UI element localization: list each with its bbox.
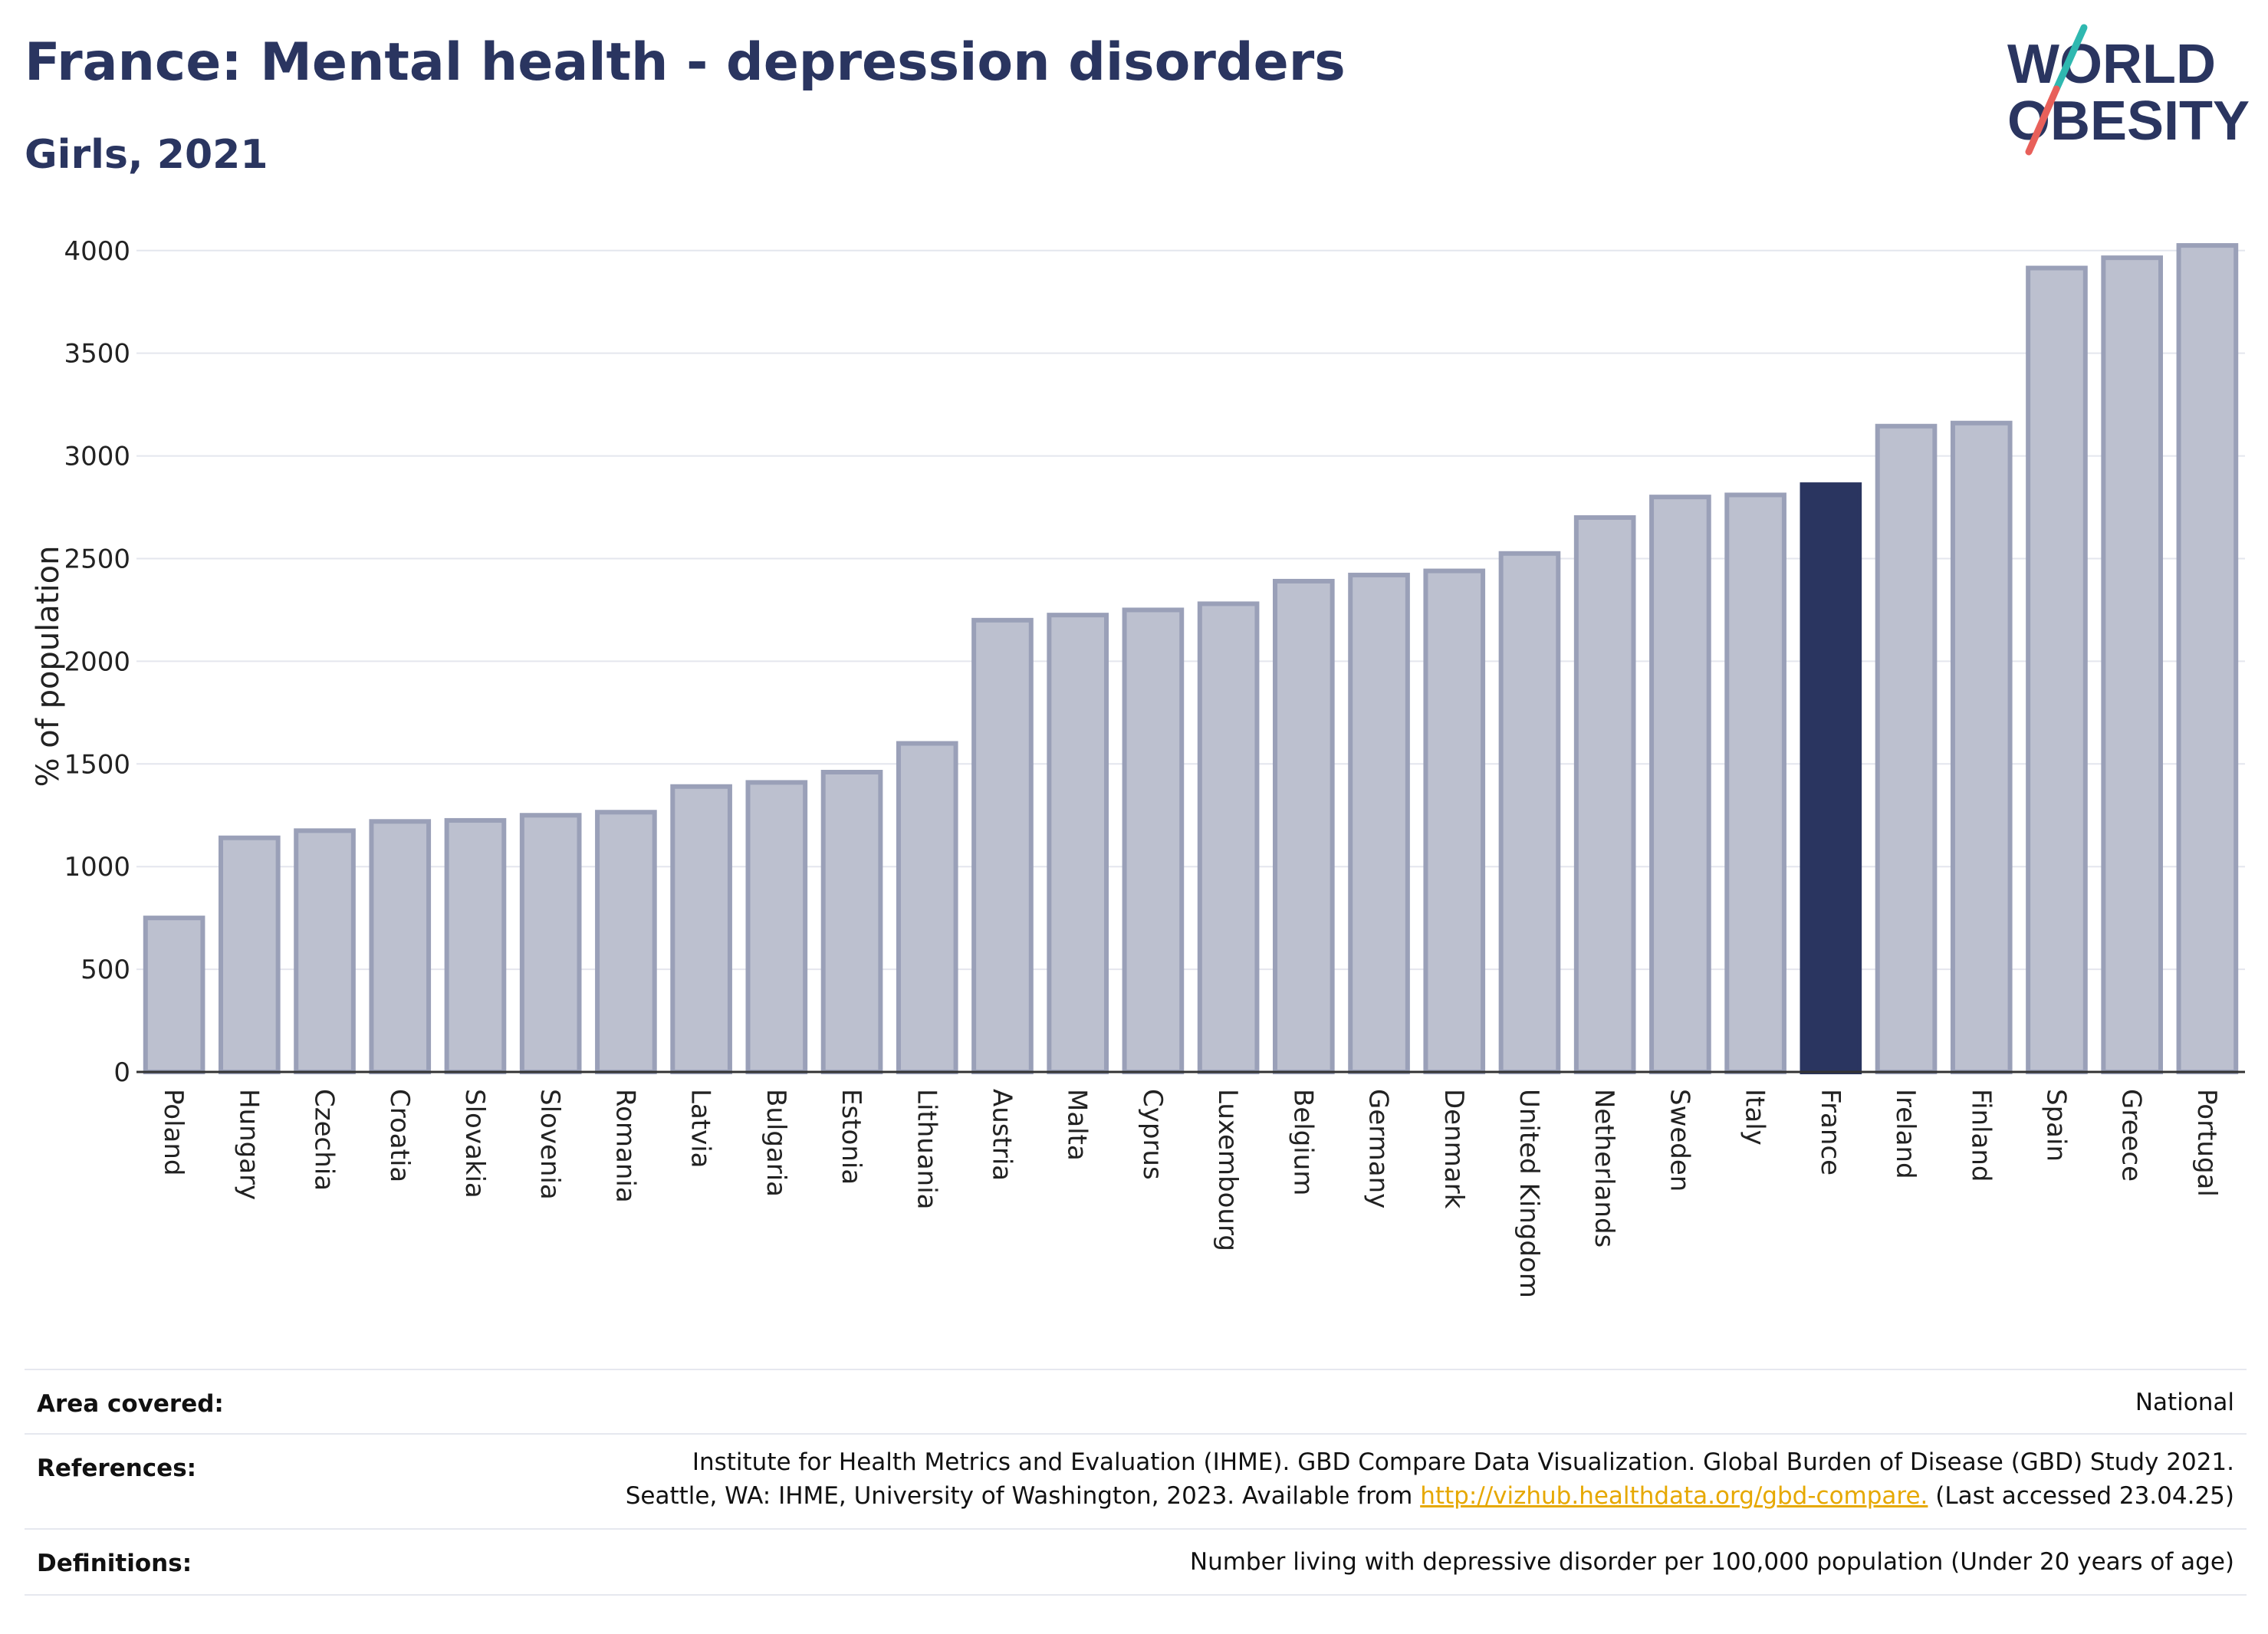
x-category-label: Sweden xyxy=(1664,1089,1694,1192)
x-category-label: Malta xyxy=(1062,1089,1093,1161)
x-category-label: Croatia xyxy=(384,1089,415,1182)
bar-romania xyxy=(595,810,657,1074)
chart-title: France: Mental health - depression disor… xyxy=(25,32,1346,93)
y-tick-label: 0 xyxy=(113,1057,130,1088)
references-label: References: xyxy=(37,1455,197,1482)
y-tick-label: 3000 xyxy=(64,442,130,472)
references-line1: Institute for Health Metrics and Evaluat… xyxy=(692,1448,2234,1476)
bar-united-kingdom xyxy=(1498,551,1561,1074)
bar-slovenia xyxy=(519,813,582,1074)
y-tick-label: 4000 xyxy=(64,236,130,267)
bar-greece xyxy=(2101,255,2164,1074)
bar-malta xyxy=(1047,613,1109,1074)
bar-luxembourg xyxy=(1197,601,1260,1074)
bar-poland xyxy=(143,916,205,1075)
x-category-label: Latvia xyxy=(685,1089,716,1169)
logo-line1: WORLD xyxy=(2007,34,2216,95)
bar-netherlands xyxy=(1573,515,1636,1074)
definitions-value: Number living with depressive disorder p… xyxy=(1189,1548,2234,1576)
x-axis-categories: Poland Hungary Czechia Croatia Slovakia Slove… xyxy=(158,1089,2222,1298)
references-value: Institute for Health Metrics and Evaluat… xyxy=(626,1445,2234,1513)
x-category-label: Italy xyxy=(1740,1089,1770,1146)
bar-chart: 0 500 1000 1500 2000 2500 3000 3500 4000 Poland H… xyxy=(31,236,2245,1298)
x-category-label: Slovenia xyxy=(534,1089,565,1200)
bar-ireland xyxy=(1875,423,1938,1074)
bar-belgium xyxy=(1273,578,1335,1074)
x-category-label: United Kingdom xyxy=(1514,1089,1544,1298)
bar-lithuania xyxy=(896,741,958,1074)
bar-sweden xyxy=(1649,495,1711,1074)
references-line2: Seattle, WA: IHME, University of Washing… xyxy=(625,1482,2234,1510)
bar-bulgaria xyxy=(745,780,808,1075)
area-covered-value: National xyxy=(2135,1389,2234,1416)
x-category-label: Poland xyxy=(158,1089,189,1176)
x-category-label: Austria xyxy=(986,1089,1017,1181)
bar-denmark xyxy=(1423,568,1486,1074)
bar-portugal xyxy=(2176,243,2239,1075)
y-tick-label: 2000 xyxy=(64,646,130,677)
area-covered-row: Area covered: National xyxy=(25,1369,2247,1435)
bar-spain xyxy=(2026,265,2088,1074)
x-category-label: Cyprus xyxy=(1137,1089,1168,1180)
bar-czechia xyxy=(294,828,356,1074)
bar-hungary xyxy=(219,835,281,1074)
x-category-label: Finland xyxy=(1965,1089,1996,1182)
x-category-label: Estonia xyxy=(836,1089,866,1185)
y-tick-label: 1000 xyxy=(64,852,130,883)
definitions-row: Definitions: Number living with depressi… xyxy=(25,1528,2247,1596)
world-obesity-logo: WORLD OBESITY xyxy=(2007,24,2250,156)
x-category-label: Portugal xyxy=(2191,1089,2222,1197)
x-category-label: Luxembourg xyxy=(1212,1089,1243,1251)
logo-slash-red-icon xyxy=(2025,85,2060,156)
references-row: References: Institute for Health Metrics… xyxy=(25,1433,2247,1530)
y-tick-label: 2500 xyxy=(64,544,130,574)
bar-estonia xyxy=(820,770,883,1074)
x-category-label: Ireland xyxy=(1890,1089,1921,1179)
logo-slash-teal-icon xyxy=(2053,24,2088,93)
info-table: Area covered: National References: Insti… xyxy=(25,1369,2247,1599)
bar-france xyxy=(1800,482,1862,1074)
y-axis-ticks: 0 500 1000 1500 2000 2500 3000 3500 4000 xyxy=(64,236,130,1088)
x-category-label: Netherlands xyxy=(1589,1089,1619,1248)
x-category-label: Denmark xyxy=(1438,1089,1469,1209)
definitions-label: Definitions: xyxy=(37,1550,192,1577)
x-category-label: Romania xyxy=(610,1089,640,1203)
x-category-label: Greece xyxy=(2116,1089,2147,1182)
x-category-label: Belgium xyxy=(1287,1089,1318,1195)
bar-cyprus xyxy=(1122,607,1185,1074)
x-category-label: Hungary xyxy=(233,1089,264,1200)
y-tick-label: 1500 xyxy=(64,749,130,780)
x-category-label: Slovakia xyxy=(459,1089,490,1198)
bars xyxy=(143,243,2239,1075)
x-category-label: Spain xyxy=(2040,1089,2071,1162)
x-category-label: Bulgaria xyxy=(761,1089,791,1197)
area-covered-label: Area covered: xyxy=(37,1390,224,1418)
x-category-label: Czechia xyxy=(309,1089,340,1191)
references-link[interactable]: http://vizhub.healthdata.org/gbd-compare… xyxy=(1420,1482,1928,1510)
y-tick-label: 500 xyxy=(81,955,130,985)
bar-finland xyxy=(1950,420,2013,1074)
y-axis-label: % of population xyxy=(31,546,66,787)
bar-croatia xyxy=(369,819,432,1075)
bar-italy xyxy=(1724,492,1786,1074)
y-tick-label: 3500 xyxy=(64,339,130,370)
bar-germany xyxy=(1348,572,1410,1074)
bar-slovakia xyxy=(444,817,507,1074)
bar-austria xyxy=(971,617,1034,1074)
bar-latvia xyxy=(670,784,732,1074)
x-category-label: Lithuania xyxy=(911,1089,942,1209)
x-category-label: Germany xyxy=(1363,1089,1394,1208)
chart-subtitle: Girls, 2021 xyxy=(25,132,268,178)
x-category-label: France xyxy=(1815,1089,1846,1175)
